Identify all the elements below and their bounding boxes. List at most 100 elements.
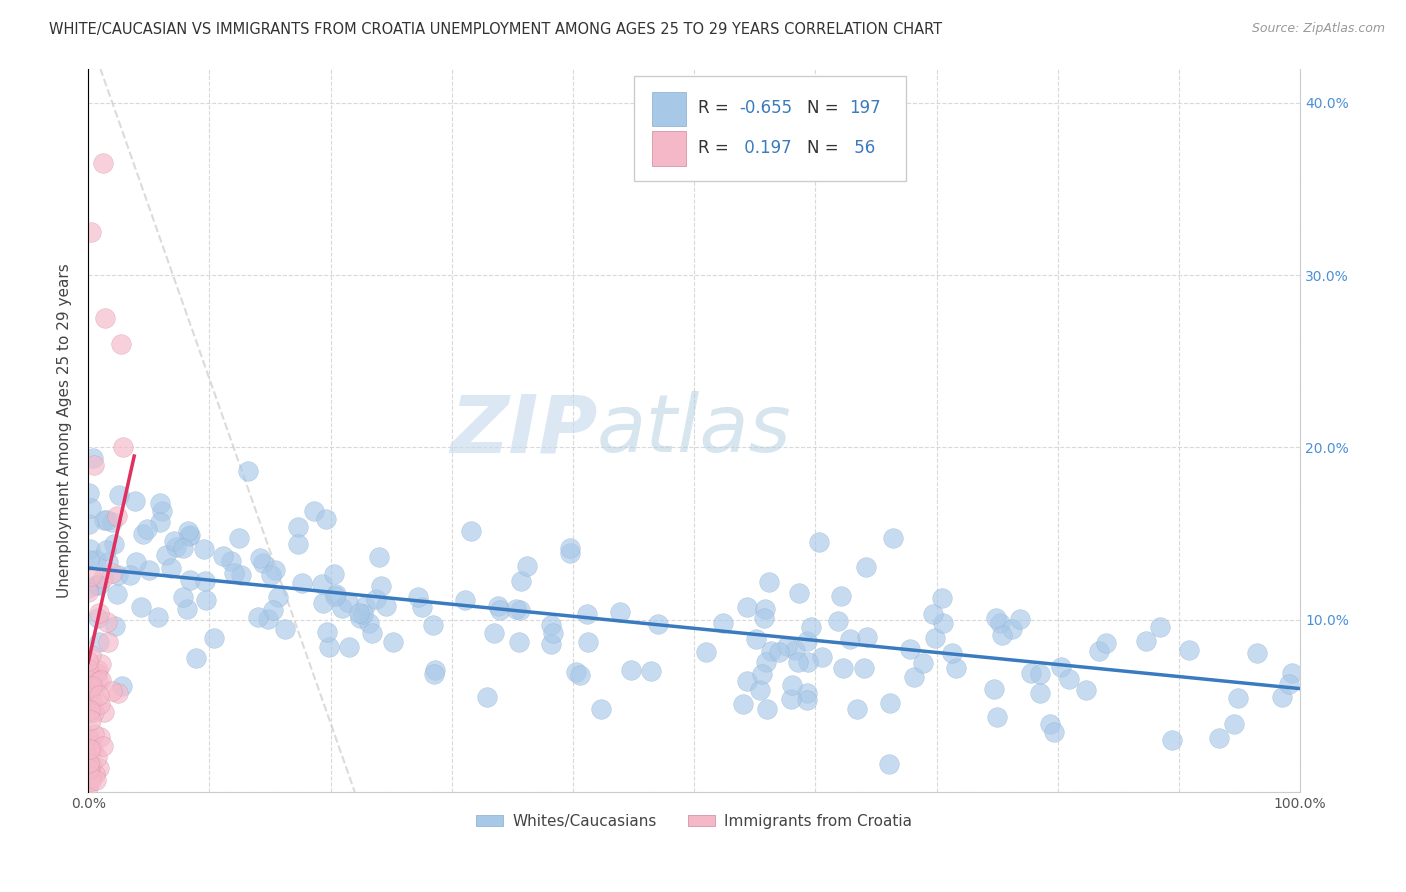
Point [260,567,283,582]
Point [93,513,115,527]
Point [315,624,337,639]
Point [101,684,124,698]
Point [1208,731,1230,745]
Point [94,543,117,558]
Point [105,509,128,524]
Point [94,311,117,326]
Point [898,641,921,656]
Point [132,526,155,541]
Point [159,561,181,575]
Point [787,586,810,600]
Text: 197: 197 [849,99,882,118]
Point [108,488,131,502]
Point [931,591,953,606]
Point [578,635,600,649]
Point [755,655,778,669]
Point [77,662,100,676]
Point [290,575,312,590]
Point [249,551,271,566]
Point [1178,643,1201,657]
Point [172,590,194,604]
Point [194,574,217,589]
Point [87,635,110,649]
Point [454,593,477,607]
Text: 56: 56 [849,139,876,157]
Point [212,549,235,563]
Point [89,688,111,702]
Point [79,703,101,717]
Point [986,709,1008,723]
Point [101,566,124,581]
Point [77,654,100,668]
Point [90,657,112,671]
Point [882,531,904,545]
Point [374,599,396,613]
Point [986,611,1008,625]
Point [91,156,114,170]
Point [855,560,877,574]
Point [786,655,808,669]
Point [80,774,103,789]
Point [330,600,353,615]
Point [1057,672,1080,686]
Point [107,568,129,582]
Point [77,516,100,531]
Point [84,766,107,780]
Point [80,225,103,239]
Point [352,607,374,622]
Point [558,541,581,555]
Point [832,661,855,675]
Point [796,633,818,648]
Point [1246,646,1268,660]
Point [370,579,392,593]
Point [1135,634,1157,648]
Point [336,595,359,609]
Point [347,606,370,620]
Point [486,599,509,614]
Point [516,558,538,573]
Point [80,648,103,662]
Point [86,749,108,764]
Point [591,702,613,716]
Point [1043,724,1066,739]
Text: Source: ZipAtlas.com: Source: ZipAtlas.com [1251,22,1385,36]
Point [349,611,371,625]
Point [97,555,120,569]
Point [852,661,875,675]
Point [560,546,582,560]
Point [120,568,142,582]
Point [827,615,849,629]
Point [96,513,118,527]
Point [941,646,963,660]
Text: R =: R = [697,139,740,157]
Point [921,607,943,621]
Point [224,566,246,580]
Point [565,665,588,680]
Point [77,581,100,595]
Point [745,632,768,646]
Point [77,733,100,747]
Text: WHITE/CAUCASIAN VS IMMIGRANTS FROM CROATIA UNEMPLOYMENT AMONG AGES 25 TO 29 YEAR: WHITE/CAUCASIAN VS IMMIGRANTS FROM CROAT… [49,22,942,37]
Point [761,644,783,658]
Point [796,655,818,669]
Text: R =: R = [697,99,734,118]
Point [257,612,280,626]
Point [509,574,531,588]
Point [89,698,111,712]
Point [176,602,198,616]
Text: ZIP: ZIP [450,392,598,469]
Point [231,567,253,582]
Point [80,671,103,685]
Point [79,542,101,557]
Point [776,639,799,653]
FancyBboxPatch shape [634,76,907,181]
Point [460,524,482,538]
Point [111,679,134,693]
Point [107,685,129,699]
FancyBboxPatch shape [652,92,686,127]
Point [945,661,967,675]
Point [93,705,115,719]
Point [754,602,776,616]
Point [575,607,598,622]
Point [879,697,901,711]
